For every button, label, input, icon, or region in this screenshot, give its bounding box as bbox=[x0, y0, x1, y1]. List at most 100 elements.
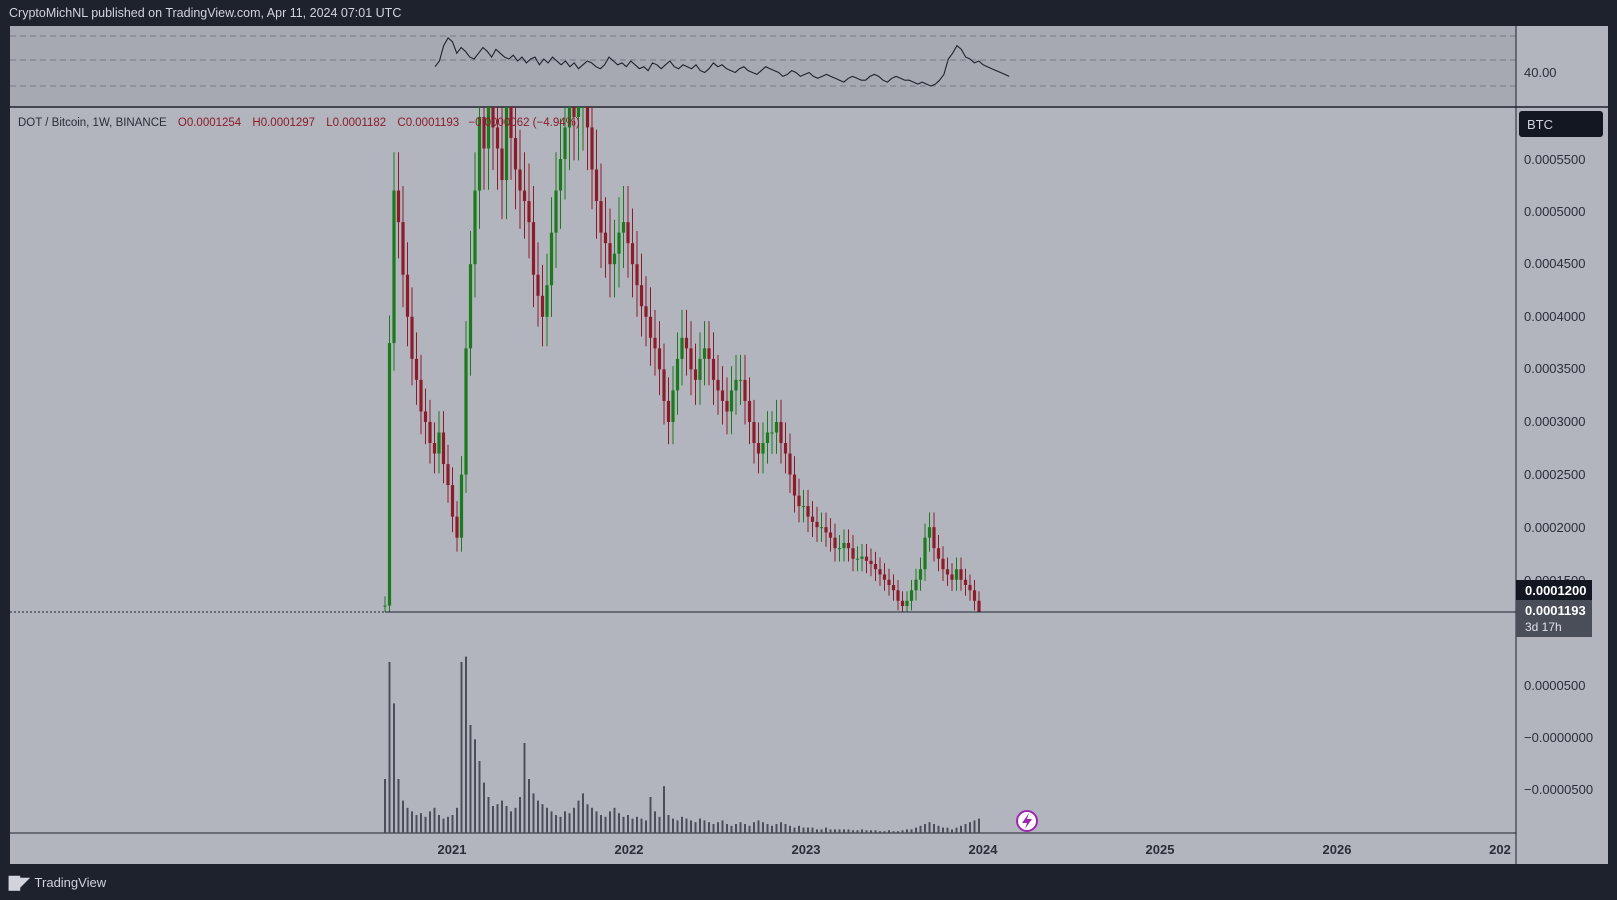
candle-body bbox=[711, 358, 716, 380]
candle-body bbox=[855, 558, 860, 560]
currency-badge-label[interactable]: BTC bbox=[1527, 117, 1553, 132]
candle-body bbox=[563, 127, 567, 159]
volume-bar bbox=[942, 827, 944, 833]
candle-body bbox=[392, 190, 396, 344]
candle-body bbox=[828, 532, 833, 538]
tradingview-logo-icon[interactable]: ▇◤ bbox=[9, 874, 30, 890]
candle-body bbox=[882, 574, 887, 580]
candle-body bbox=[747, 400, 752, 422]
candle-body bbox=[581, 107, 585, 108]
candle-body bbox=[860, 556, 864, 559]
lightning-icon-glyph[interactable] bbox=[1022, 813, 1032, 829]
candle-body bbox=[824, 527, 828, 533]
volume-bar bbox=[748, 825, 751, 833]
volume-bar bbox=[955, 827, 958, 833]
candle-body bbox=[414, 358, 419, 380]
candle-body bbox=[531, 222, 536, 275]
volume-bar bbox=[424, 816, 427, 833]
volume-bar bbox=[969, 822, 971, 833]
volume-bar bbox=[586, 804, 589, 833]
time-tick-label: 2025 bbox=[1146, 842, 1175, 857]
volume-bar bbox=[757, 820, 760, 833]
volume-bar bbox=[924, 824, 926, 833]
candle-body bbox=[648, 316, 653, 338]
svg-text:DOT / Bitcoin, 1W, BINANCE: DOT / Bitcoin, 1W, BINANCE O0.0001254 H0… bbox=[18, 117, 580, 129]
volume-bar bbox=[573, 807, 575, 833]
candle-body bbox=[626, 222, 630, 244]
candle-body bbox=[657, 348, 662, 370]
volume-bar bbox=[883, 831, 886, 833]
candle-body bbox=[513, 137, 518, 170]
volume-bar bbox=[591, 807, 593, 833]
candle-body bbox=[837, 548, 842, 550]
volume-bar bbox=[712, 824, 715, 833]
candle-body bbox=[752, 421, 756, 444]
volume-bar bbox=[793, 827, 796, 833]
volume-bar bbox=[780, 822, 782, 833]
volume-bar bbox=[978, 818, 980, 833]
volume-bar bbox=[451, 815, 454, 833]
price-tick-label: 0.0002000 bbox=[1524, 520, 1585, 535]
volume-bar bbox=[946, 827, 949, 833]
time-tick-label: 2023 bbox=[792, 842, 821, 857]
volume-bar bbox=[721, 820, 724, 833]
time-tick-label: 2021 bbox=[438, 842, 467, 857]
candle-body bbox=[846, 542, 851, 549]
candle-body bbox=[810, 516, 815, 522]
lightning-icon[interactable] bbox=[1016, 810, 1038, 832]
volume-bar bbox=[550, 811, 553, 833]
candle-body bbox=[891, 585, 896, 591]
candle-body bbox=[851, 548, 855, 559]
candle-body bbox=[972, 590, 977, 601]
volume-bar bbox=[847, 829, 850, 833]
volume-bar bbox=[960, 825, 962, 833]
volume-bar bbox=[771, 825, 773, 833]
candle-body bbox=[909, 590, 914, 601]
candle-body bbox=[621, 222, 626, 233]
volume-bar bbox=[730, 825, 733, 833]
rsi-panel-bg bbox=[10, 26, 1516, 106]
currency-badge-bg[interactable] bbox=[1519, 111, 1603, 137]
candle-body bbox=[801, 506, 806, 508]
volume-bar bbox=[703, 820, 706, 833]
candle-body bbox=[738, 379, 743, 381]
candle-body bbox=[387, 343, 392, 606]
volume-bar bbox=[915, 827, 917, 833]
candle-body bbox=[702, 348, 707, 359]
volume-bar bbox=[843, 829, 845, 833]
volume-bar bbox=[699, 818, 701, 833]
candle-body bbox=[743, 379, 747, 401]
volume-bar bbox=[766, 824, 769, 833]
legend-open: O0.0001254 bbox=[178, 117, 242, 129]
price-tick-label: −0.0000500 bbox=[1524, 782, 1593, 797]
candle-body bbox=[887, 579, 891, 586]
price-tick-label: −0.0000000 bbox=[1524, 730, 1593, 745]
price-axis-panel[interactable] bbox=[1516, 26, 1608, 864]
candle-body bbox=[644, 306, 648, 317]
volume-bars bbox=[384, 656, 980, 833]
volume-bar bbox=[676, 820, 679, 833]
volume-bar bbox=[906, 829, 908, 833]
last-price-marker-label: 0.0001193 bbox=[1525, 603, 1586, 618]
volume-bar bbox=[465, 656, 467, 833]
candle-body bbox=[864, 556, 869, 561]
volume-bar bbox=[964, 824, 967, 833]
candle-body bbox=[927, 527, 932, 538]
legend-high: H0.0001297 bbox=[252, 117, 315, 129]
candle-body bbox=[914, 579, 918, 591]
volume-bar bbox=[564, 811, 566, 833]
candle-body bbox=[617, 232, 621, 254]
candle-body bbox=[680, 337, 684, 359]
candle-body bbox=[410, 316, 414, 359]
candle-body bbox=[923, 537, 927, 570]
candle-body bbox=[635, 264, 639, 286]
currency-badge[interactable]: BTC bbox=[1519, 111, 1603, 137]
candle-body bbox=[689, 348, 693, 370]
volume-bar bbox=[681, 816, 683, 833]
footer-brand[interactable]: TradingView bbox=[34, 875, 107, 890]
rsi-level-label: 40.00 bbox=[1524, 65, 1557, 80]
candle-body bbox=[464, 348, 468, 475]
candle-body bbox=[450, 485, 455, 517]
candle-body bbox=[918, 569, 923, 580]
